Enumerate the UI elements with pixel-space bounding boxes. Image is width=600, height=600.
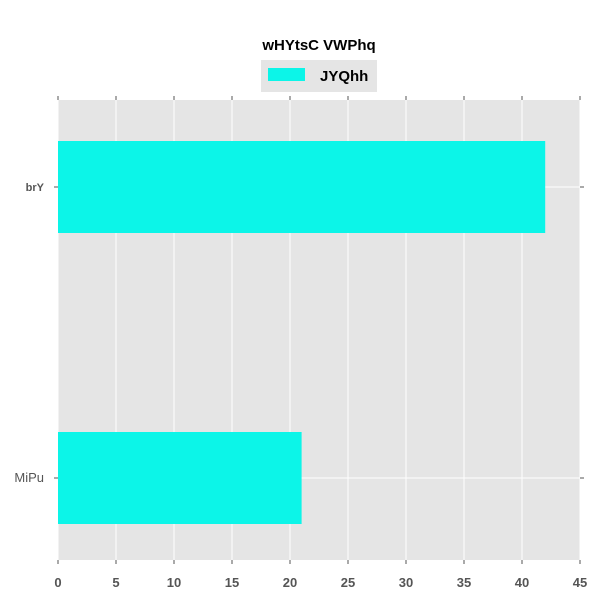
x-tick-label: 30 (399, 575, 413, 590)
y-tick-label: brY (26, 182, 45, 194)
bar-mipu (58, 432, 302, 524)
x-tick-label: 35 (457, 575, 471, 590)
legend-swatch-series-1 (268, 68, 305, 81)
bars (58, 141, 546, 524)
x-tick-label: 45 (573, 575, 587, 590)
chart-title: wHYtsC VWPhq (261, 37, 375, 54)
x-tick-label: 0 (54, 575, 61, 590)
x-tick-label: 20 (283, 575, 297, 590)
y-tick-label: MiPu (14, 470, 44, 485)
x-axis-tick-labels: 0 5 10 15 20 25 30 35 40 45 (54, 575, 587, 590)
bar-bry (58, 141, 546, 233)
x-tick-label: 5 (112, 575, 119, 590)
x-tick-label: 40 (515, 575, 529, 590)
legend-label-series-1: JYQhh (320, 68, 368, 85)
x-tick-label: 25 (341, 575, 355, 590)
y-axis-tick-labels: brY MiPu (14, 182, 44, 485)
legend: JYQhh (261, 60, 377, 92)
tick-marks (54, 96, 584, 564)
x-tick-label: 15 (225, 575, 239, 590)
x-tick-label: 10 (167, 575, 181, 590)
